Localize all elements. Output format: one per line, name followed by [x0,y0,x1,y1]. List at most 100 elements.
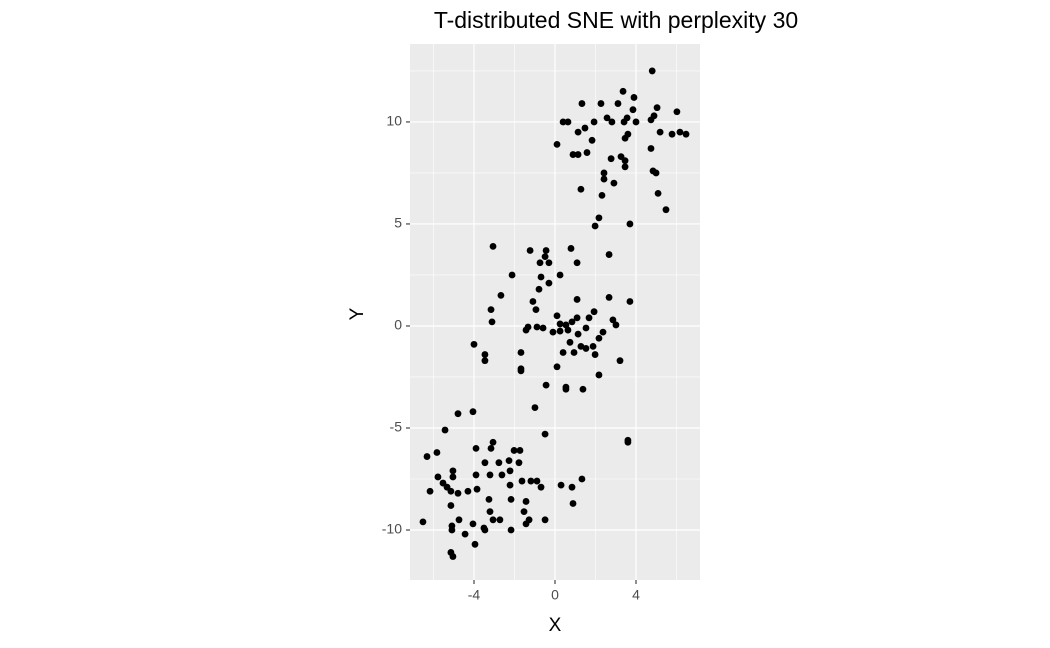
point [603,114,611,122]
point [522,498,530,505]
point [573,314,581,322]
point [508,271,516,279]
point [536,259,544,267]
point [449,473,457,481]
point [662,206,670,214]
point [498,471,506,479]
point [626,220,634,228]
point [520,508,528,516]
point [522,326,530,334]
point [426,487,434,495]
point [579,385,587,393]
point [553,312,561,320]
point [449,467,457,475]
point [541,516,549,524]
point [582,324,590,332]
point [485,496,493,503]
point [654,189,662,197]
point [573,296,581,303]
point [590,308,598,316]
point [473,485,481,493]
point [517,367,525,375]
point [567,245,575,252]
y-tick-label: -5 [390,419,403,435]
point [506,467,514,475]
point [480,524,488,532]
point [505,457,513,465]
point [461,530,469,538]
point [559,349,567,356]
point [525,516,533,524]
point [449,553,457,560]
point [454,489,462,497]
point [578,475,586,483]
point [537,483,545,491]
y-tick-label: -10 [382,521,402,537]
point [564,326,572,334]
point [595,371,603,379]
point [583,149,591,156]
point [605,294,613,301]
point [574,330,582,338]
point [441,426,449,434]
point [609,316,617,324]
point [682,130,690,138]
y-tick-label: 0 [394,317,402,333]
point [487,444,495,452]
point [472,471,480,479]
point [668,130,676,138]
point [569,151,577,158]
point [570,349,578,356]
point [529,298,537,305]
point [630,94,638,101]
point [589,342,597,350]
point [621,157,629,165]
point [656,128,664,136]
point [629,106,637,114]
point [598,191,606,199]
point [574,151,582,158]
point [539,324,547,332]
point [487,306,495,314]
point [518,477,526,485]
point [612,321,620,329]
point [489,516,497,524]
point [448,526,456,534]
point [481,351,489,358]
point [541,253,549,261]
point [527,477,535,485]
point [434,473,442,481]
point [517,349,525,356]
point [472,444,480,452]
point [559,118,567,126]
point [557,481,565,489]
point [553,363,561,371]
point [647,116,655,124]
point [608,118,616,126]
x-tick-label: 0 [551,587,559,603]
point [537,273,545,281]
point [624,438,632,446]
point [562,321,570,329]
point [553,140,561,148]
point [591,222,599,230]
x-axis-title: X [549,615,562,636]
point [632,118,640,126]
point [577,185,585,193]
point [590,118,598,126]
point [516,447,524,454]
point [652,169,660,177]
point [564,118,572,126]
point [481,357,489,365]
point [562,385,570,393]
point [566,338,574,346]
point [489,243,497,250]
point [526,247,534,254]
point [568,318,576,326]
point [549,328,557,336]
point [469,520,477,528]
y-tick-label: 5 [394,215,402,231]
point [506,481,514,489]
point [610,179,618,187]
